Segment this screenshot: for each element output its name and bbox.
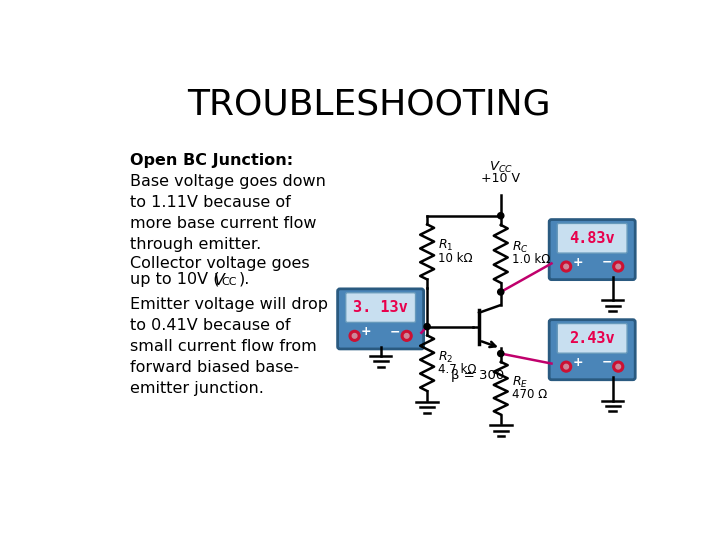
FancyBboxPatch shape (557, 323, 627, 353)
FancyBboxPatch shape (338, 289, 423, 349)
Text: Open BC Junction:: Open BC Junction: (130, 153, 294, 168)
Text: 1.0 kΩ: 1.0 kΩ (512, 253, 550, 267)
Text: +: + (572, 256, 583, 269)
Circle shape (616, 364, 621, 369)
Text: $V_{CC}$: $V_{CC}$ (489, 160, 513, 175)
Circle shape (564, 364, 569, 369)
Circle shape (498, 350, 504, 356)
Circle shape (349, 330, 360, 341)
Circle shape (616, 264, 621, 269)
FancyBboxPatch shape (549, 320, 635, 380)
Circle shape (498, 213, 504, 219)
FancyBboxPatch shape (346, 293, 415, 322)
Circle shape (424, 323, 431, 330)
Circle shape (613, 261, 624, 272)
Circle shape (498, 289, 504, 295)
Text: CC: CC (221, 276, 236, 287)
Text: $R_1$: $R_1$ (438, 238, 454, 253)
Text: 4.83v: 4.83v (570, 231, 615, 246)
Text: up to 10V (: up to 10V ( (130, 272, 220, 287)
Text: $R_C$: $R_C$ (512, 240, 528, 255)
Text: Base voltage goes down
to 1.11V because of
more base current flow
through emitte: Base voltage goes down to 1.11V because … (130, 174, 326, 252)
Text: β = 300: β = 300 (451, 369, 504, 382)
Text: +: + (572, 356, 583, 369)
Text: −: − (602, 256, 612, 269)
Text: +10 V: +10 V (481, 172, 521, 185)
Text: 10 kΩ: 10 kΩ (438, 252, 472, 265)
Text: 4.7 kΩ: 4.7 kΩ (438, 363, 477, 376)
Circle shape (564, 264, 569, 269)
Circle shape (352, 334, 357, 338)
Text: $R_E$: $R_E$ (512, 375, 528, 389)
Text: $\mathit{V}$: $\mathit{V}$ (213, 272, 227, 288)
Circle shape (401, 330, 412, 341)
Text: 3. 13v: 3. 13v (354, 300, 408, 315)
Circle shape (613, 361, 624, 372)
Text: $R_2$: $R_2$ (438, 349, 454, 364)
Circle shape (561, 361, 572, 372)
Text: −: − (602, 356, 612, 369)
Text: 2.43v: 2.43v (570, 331, 615, 346)
Circle shape (405, 334, 409, 338)
FancyBboxPatch shape (557, 224, 627, 253)
Text: −: − (390, 325, 400, 338)
Text: Collector voltage goes: Collector voltage goes (130, 256, 310, 271)
Text: Emitter voltage will drop
to 0.41V because of
small current flow from
forward bi: Emitter voltage will drop to 0.41V becau… (130, 298, 328, 396)
Text: 470 Ω: 470 Ω (512, 388, 547, 401)
Text: +: + (361, 325, 372, 338)
Text: ).: ). (239, 272, 250, 287)
Circle shape (561, 261, 572, 272)
Text: TROUBLESHOOTING: TROUBLESHOOTING (187, 88, 551, 122)
FancyBboxPatch shape (549, 220, 635, 280)
